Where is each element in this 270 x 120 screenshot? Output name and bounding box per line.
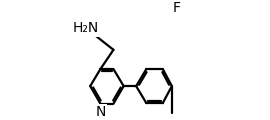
Text: N: N — [95, 105, 106, 119]
Text: H₂N: H₂N — [73, 21, 99, 35]
Text: F: F — [173, 1, 181, 15]
